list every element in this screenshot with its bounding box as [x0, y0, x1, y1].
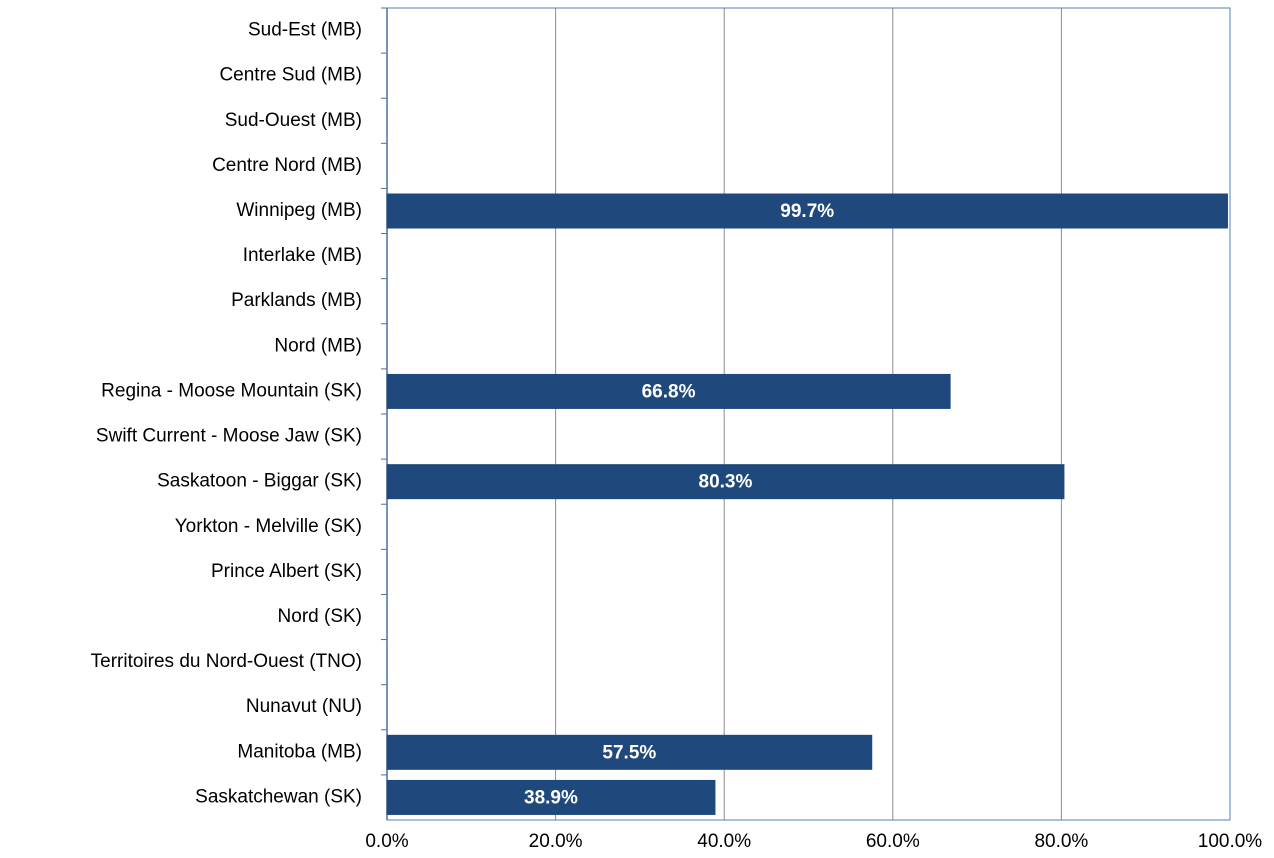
- x-tick-label: 60.0%: [866, 831, 920, 852]
- x-tick-label: 100.0%: [1198, 831, 1263, 852]
- x-tick-label: 0.0%: [365, 831, 408, 852]
- bar: [386, 779, 716, 815]
- bar: [386, 373, 951, 409]
- y-tick-label: Saskatoon - Biggar (SK): [157, 471, 362, 492]
- x-tick-label: 20.0%: [529, 831, 583, 852]
- x-tick-label: 40.0%: [697, 831, 751, 852]
- bar: [386, 464, 1065, 500]
- y-tick-label: Yorkton - Melville (SK): [175, 516, 362, 537]
- y-tick-label: Saskatchewan (SK): [195, 786, 362, 807]
- x-tick-label: 80.0%: [1034, 831, 1088, 852]
- y-tick-label: Winnipeg (MB): [236, 200, 362, 221]
- value-label: 99.7%: [780, 201, 834, 222]
- y-tick-label: Swift Current - Moose Jaw (SK): [96, 426, 362, 447]
- y-tick-label: Nord (MB): [274, 335, 362, 356]
- y-tick-label: Sud-Est (MB): [248, 20, 362, 41]
- y-tick-label: Sud-Ouest (MB): [225, 110, 362, 131]
- y-tick-label: Centre Sud (MB): [219, 65, 362, 86]
- bar: [386, 193, 1228, 229]
- plot-frame: [386, 7, 1231, 821]
- y-tick-label: Prince Albert (SK): [211, 561, 362, 582]
- value-label: 38.9%: [524, 787, 578, 808]
- y-tick-label: Manitoba (MB): [237, 741, 362, 762]
- value-label: 57.5%: [602, 742, 656, 763]
- y-tick-label: Centre Nord (MB): [212, 155, 362, 176]
- value-label: 80.3%: [699, 472, 753, 493]
- value-label: 66.8%: [642, 381, 696, 402]
- y-tick-label: Nord (SK): [278, 606, 362, 627]
- bar: [386, 734, 873, 770]
- y-tick-label: Nunavut (NU): [246, 696, 362, 717]
- y-tick-label: Interlake (MB): [243, 245, 362, 266]
- y-tick-label: Territoires du Nord-Ouest (TNO): [91, 651, 362, 672]
- y-tick-label: Parklands (MB): [231, 290, 362, 311]
- y-tick-label: Regina - Moose Mountain (SK): [101, 380, 362, 401]
